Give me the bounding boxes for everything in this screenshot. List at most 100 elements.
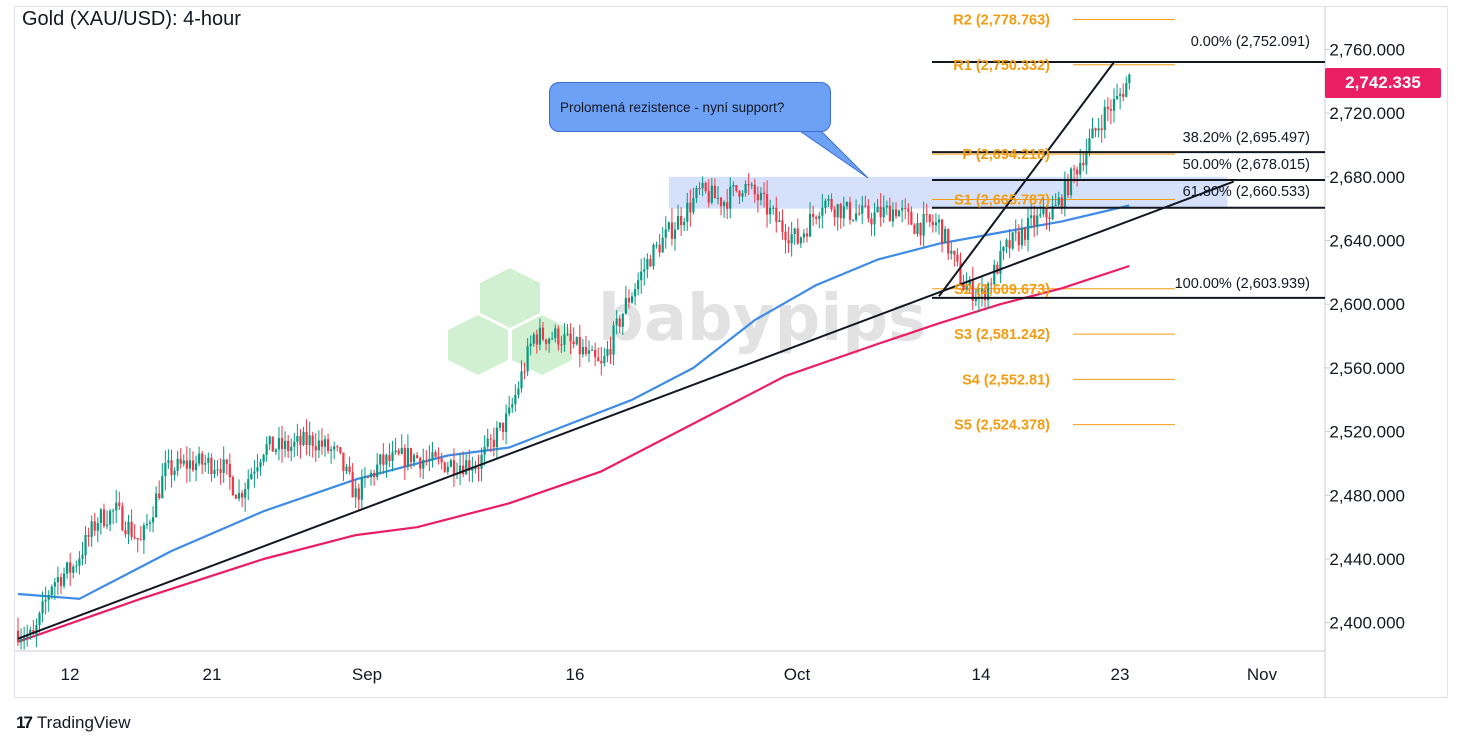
- candle-body: [136, 537, 139, 540]
- candle-body: [1036, 215, 1039, 227]
- candle-body: [974, 297, 977, 302]
- candle-body: [431, 452, 434, 459]
- candle-body: [538, 327, 541, 345]
- candle-body: [336, 446, 339, 448]
- candle-body: [578, 336, 581, 355]
- candle-body: [102, 509, 106, 526]
- candle-body: [993, 264, 996, 285]
- candle-body: [1005, 240, 1008, 248]
- candle-body: [47, 595, 50, 600]
- candle-body: [388, 455, 391, 462]
- candle-body: [1076, 169, 1079, 175]
- candle-body: [637, 280, 640, 290]
- candle-body: [308, 435, 311, 446]
- candle-body: [643, 269, 646, 272]
- candle-body: [112, 510, 115, 512]
- callout-pointer: [798, 129, 869, 179]
- candle-body: [391, 452, 394, 462]
- candle-body: [237, 492, 241, 499]
- candle-body: [931, 221, 934, 226]
- candle-body: [962, 284, 965, 290]
- candle-body: [69, 562, 72, 573]
- candle-body: [861, 205, 864, 214]
- candle-body: [191, 460, 195, 471]
- candle-body: [839, 204, 842, 219]
- candle-body: [1072, 168, 1076, 170]
- candle-body: [323, 439, 327, 447]
- candle-body: [855, 213, 858, 220]
- candle-body: [155, 493, 158, 518]
- candle-body: [188, 460, 192, 469]
- candle-body: [412, 455, 416, 463]
- candle-body: [23, 637, 26, 639]
- candle-body: [437, 456, 440, 459]
- candle-body: [560, 344, 563, 346]
- candle-body: [139, 539, 142, 541]
- candle-body: [600, 360, 603, 364]
- candle-body: [805, 233, 809, 237]
- candle-body: [876, 206, 879, 213]
- candle-body: [505, 413, 508, 433]
- candle-body: [999, 251, 1002, 274]
- candle-body: [1060, 197, 1063, 208]
- candle-body: [680, 215, 683, 226]
- candle-body: [348, 466, 351, 473]
- candle-body: [778, 220, 781, 222]
- candle-body: [652, 244, 655, 267]
- candle-body: [744, 183, 747, 194]
- candle-body: [75, 565, 78, 567]
- candle-body: [446, 466, 449, 472]
- candle-body: [1020, 228, 1023, 246]
- candle-body: [330, 449, 333, 451]
- candle-body: [262, 454, 265, 462]
- candle-body: [710, 185, 713, 203]
- candle-body: [922, 214, 925, 236]
- candle-body: [440, 458, 443, 463]
- candle-body: [587, 350, 591, 354]
- candle-body: [90, 521, 93, 537]
- tradingview-logo-icon: 17: [16, 713, 33, 732]
- candle-body: [824, 200, 827, 208]
- candle-body: [161, 476, 164, 499]
- tradingview-branding[interactable]: 17 TradingView: [16, 713, 130, 733]
- candle-body: [379, 454, 382, 465]
- candle-body: [541, 327, 545, 340]
- candle-body: [425, 460, 428, 462]
- candle-body: [170, 460, 173, 476]
- candle-body: [29, 629, 32, 635]
- candle-body: [1125, 83, 1128, 97]
- candle-body: [1097, 128, 1100, 131]
- candle-body: [566, 333, 569, 335]
- candle-body: [676, 215, 680, 230]
- candle-body: [1017, 231, 1020, 246]
- candle-body: [296, 435, 299, 442]
- candle-body: [419, 457, 422, 469]
- candle-body: [523, 371, 526, 373]
- x-tick-label: 12: [61, 665, 80, 684]
- candle-body: [535, 334, 538, 345]
- candle-body: [732, 185, 735, 187]
- candle-body: [492, 439, 495, 448]
- candle-body: [514, 394, 517, 405]
- trendline-long: [17, 180, 1235, 640]
- candle-body: [228, 463, 231, 478]
- candle-body: [830, 198, 833, 210]
- candle-body: [360, 477, 363, 500]
- candle-body: [1042, 208, 1045, 215]
- candle-body: [569, 333, 572, 342]
- candle-body: [363, 477, 367, 479]
- candle-body: [673, 229, 677, 239]
- candle-body: [612, 325, 615, 355]
- candle-body: [434, 452, 437, 457]
- candle-body: [695, 188, 698, 199]
- candle-body: [888, 205, 891, 222]
- candle-body: [416, 455, 419, 458]
- babypips-watermark: babypips: [448, 268, 926, 375]
- candle-body: [1014, 231, 1017, 233]
- candle-body: [815, 216, 818, 219]
- candle-body: [557, 328, 560, 345]
- candle-body: [477, 467, 480, 469]
- candle-body: [222, 459, 225, 473]
- candle-body: [501, 422, 505, 433]
